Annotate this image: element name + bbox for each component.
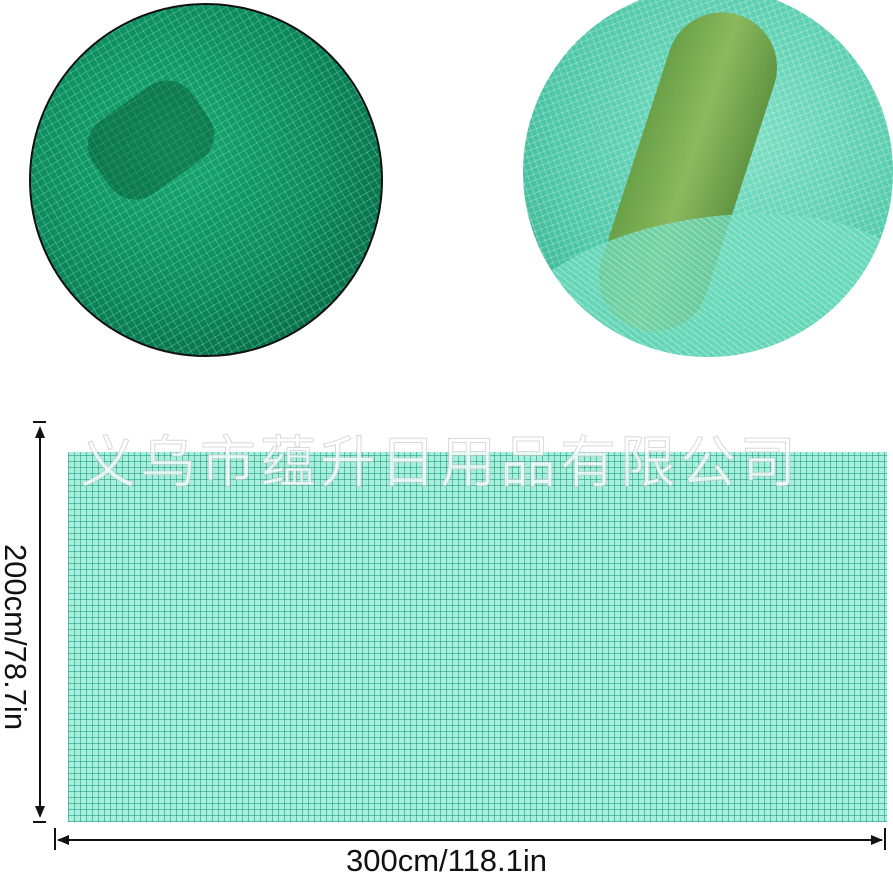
arrow-up-icon (35, 426, 45, 438)
height-label: 200cm/78.7in (0, 543, 33, 731)
arrow-down-icon (35, 806, 45, 818)
mesh-panel-image (68, 452, 887, 822)
width-label: 300cm/118.1in (345, 843, 548, 878)
mesh-closeup-light-image (523, 0, 893, 357)
mesh-closeup-dark-image (29, 3, 383, 357)
watermark: 义乌市蕴升日用品有限公司 (80, 431, 800, 497)
arrow-right-icon (871, 835, 883, 845)
arrow-left-icon (57, 835, 69, 845)
